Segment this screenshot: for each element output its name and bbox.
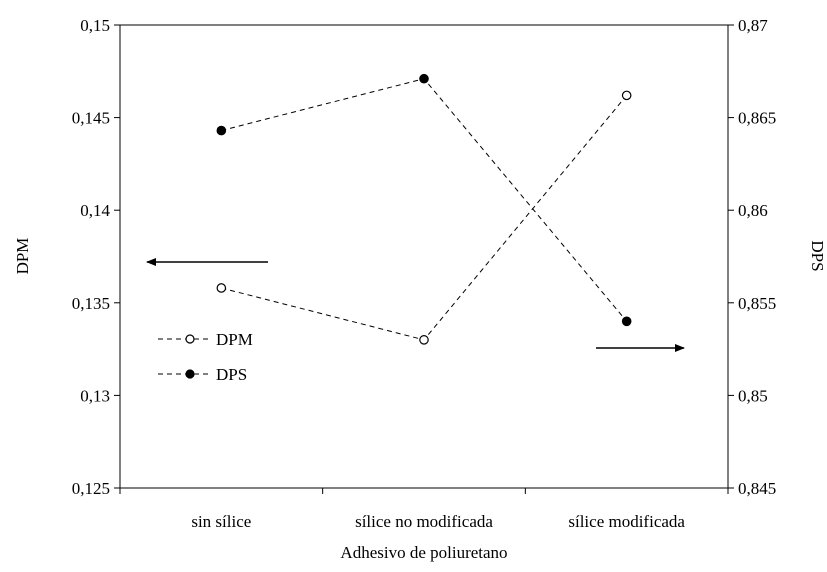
left-y-tick-label: 0,14 [80, 201, 110, 220]
left-y-tick-label: 0,125 [72, 479, 110, 498]
x-tick-label: sílice no modificada [355, 512, 493, 531]
left-y-tick-label: 0,15 [80, 16, 110, 35]
x-tick-label: sin sílice [191, 512, 251, 531]
right-y-tick-label: 0,87 [738, 16, 768, 35]
dps-data-point [419, 73, 429, 84]
x-axis: sin sílice sílice no modificada sílice mod… [119, 488, 729, 531]
right-y-tick-label: 0,86 [738, 201, 768, 220]
dpm-data-point [419, 335, 429, 345]
left-y-tick-label: 0,145 [72, 109, 110, 128]
legend-dpm-label: DPM [216, 330, 253, 349]
legend: DPM DPS [158, 330, 253, 384]
right-y-tick-label: 0,865 [738, 109, 776, 128]
dps-data-point [621, 316, 632, 327]
left-y-axis: 0,125 0,13 0,135 0,14 0,145 0,15 [72, 16, 120, 498]
dps-data-point [216, 125, 227, 136]
dpm-data-point [621, 90, 632, 101]
left-y-tick-label: 0,13 [80, 386, 110, 405]
y-axis-right-title: DPS [808, 240, 827, 271]
x-axis-title: Adhesivo de poliuretano [340, 543, 507, 562]
right-y-axis: 0,845 0,85 0,855 0,86 0,865 0,87 [728, 16, 776, 498]
right-y-tick-label: 0,855 [738, 294, 776, 313]
right-y-tick-label: 0,845 [738, 479, 776, 498]
legend-dps-marker [185, 369, 195, 379]
legend-dps-label: DPS [216, 365, 247, 384]
dpm-data-point [216, 283, 227, 293]
series-layer [216, 73, 632, 345]
right-y-tick-label: 0,85 [738, 386, 768, 405]
plot-area-frame [119, 24, 729, 489]
legend-dpm-marker [185, 334, 195, 344]
left-y-tick-label: 0,135 [72, 294, 110, 313]
y-axis-left-title: DPM [13, 238, 32, 275]
x-tick-label: sílice modificada [568, 512, 685, 531]
